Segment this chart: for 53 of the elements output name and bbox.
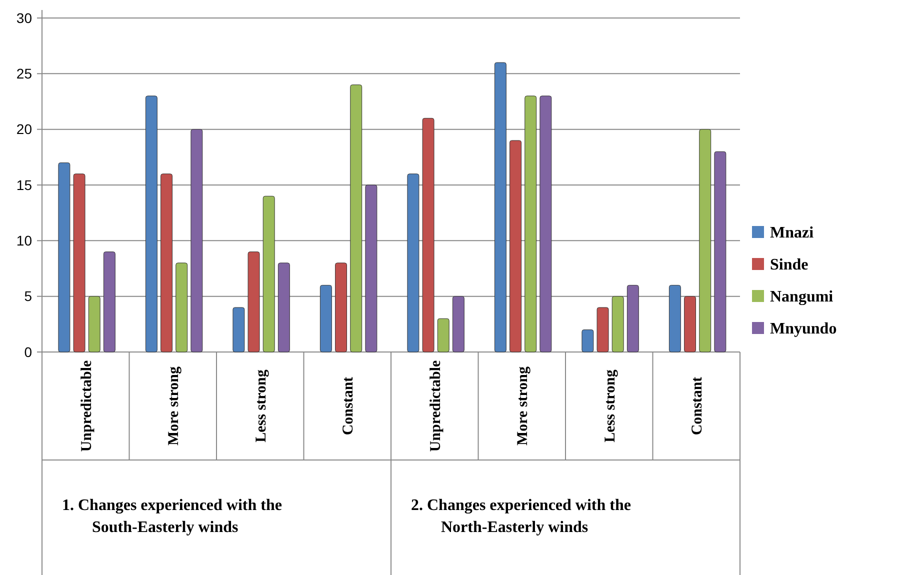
bar	[88, 296, 100, 352]
x-tick-label: Unpredictable	[78, 360, 95, 452]
bar	[612, 296, 624, 352]
bar	[278, 262, 290, 352]
bar	[714, 151, 726, 352]
bar	[422, 118, 434, 352]
y-tick-label: 25	[16, 66, 32, 82]
y-tick-label: 5	[24, 288, 32, 304]
bar	[582, 329, 594, 352]
bar	[365, 184, 378, 352]
bar	[596, 307, 609, 352]
bar	[160, 174, 172, 352]
bar	[320, 284, 332, 352]
y-tick-label: 30	[16, 10, 32, 26]
x-tick-label: Unpredictable	[428, 360, 444, 452]
bar	[335, 262, 347, 352]
bar	[668, 284, 681, 352]
bar	[248, 252, 260, 352]
text: 2. Changes experienced with the North-Easterly winds	[411, 497, 631, 536]
bar	[103, 252, 116, 352]
y-tick-label: 10	[16, 232, 32, 249]
bar	[452, 296, 464, 352]
bar	[407, 174, 420, 352]
y-tick-label: 15	[16, 176, 32, 193]
x-tick-label: Constant	[340, 376, 357, 436]
bar	[494, 62, 506, 352]
bar	[437, 318, 450, 352]
legend-label: Mnazi	[770, 224, 814, 242]
bar	[145, 96, 158, 352]
x-tick-label: Less strong	[253, 369, 270, 442]
bar	[684, 296, 696, 352]
y-tick-label: 0	[24, 344, 32, 360]
bar	[58, 162, 70, 352]
text: 1. Changes experienced with the South-Easterly winds	[62, 497, 282, 536]
bar	[540, 96, 552, 352]
bar	[262, 196, 275, 352]
bar	[699, 129, 712, 352]
x-tick-label: More strong	[166, 366, 182, 446]
x-tick-label: Less strong	[602, 369, 618, 442]
legend-label: Mnyundo	[770, 320, 837, 338]
x-tick-label: Constant	[690, 376, 706, 436]
x-tick-label: More strong	[515, 366, 532, 446]
bar	[350, 84, 362, 352]
y-tick-label: 20	[16, 121, 32, 138]
bar	[510, 140, 522, 352]
bar	[626, 284, 639, 352]
bar	[524, 96, 537, 352]
legend-label: Sinde	[770, 256, 808, 274]
bar	[190, 129, 203, 352]
bar	[176, 262, 188, 352]
legend-label: Nangumi	[770, 288, 834, 306]
bar	[232, 307, 245, 352]
bar	[73, 174, 86, 352]
